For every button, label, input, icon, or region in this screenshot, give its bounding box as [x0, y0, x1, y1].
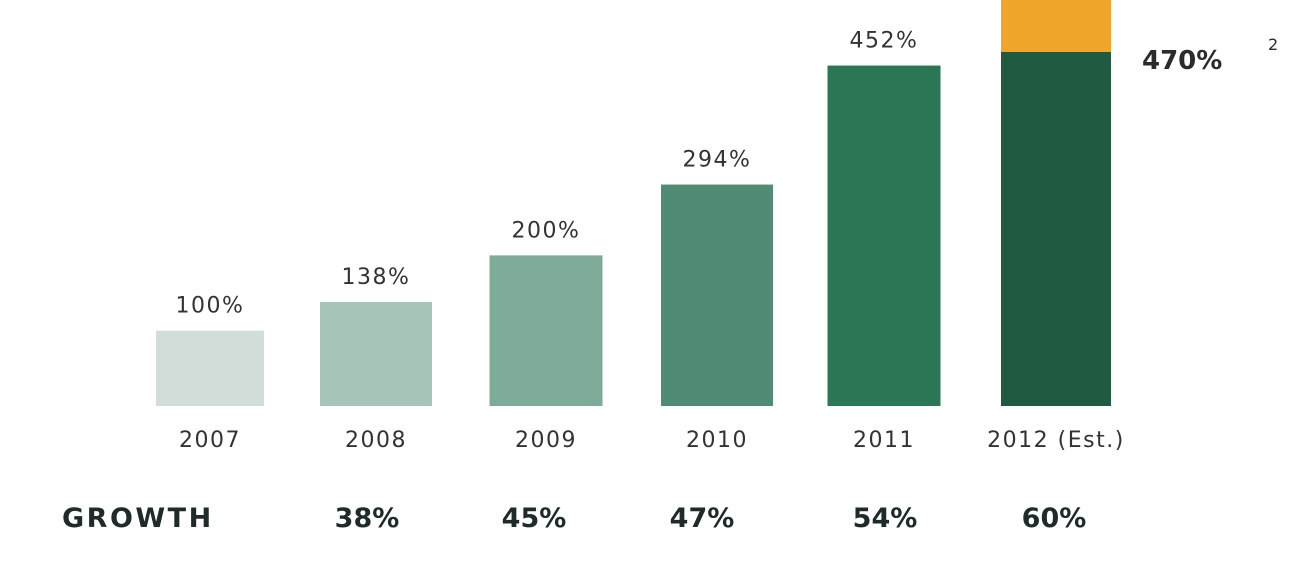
- value-label: 138%: [342, 265, 411, 290]
- category-label: 2008: [345, 428, 407, 453]
- category-label: 2009: [515, 428, 577, 453]
- growth-value: 60%: [1022, 503, 1087, 534]
- category-label: 2007: [179, 428, 241, 453]
- value-label: 100%: [176, 294, 245, 319]
- growth-value: 45%: [502, 503, 567, 534]
- bar-2008: [320, 302, 432, 406]
- bar-2010: [661, 184, 773, 406]
- category-label: 2010: [686, 428, 748, 453]
- highlight-value-label: 470%: [1142, 46, 1222, 76]
- growth-value: 54%: [853, 503, 918, 534]
- growth-value: 38%: [335, 503, 400, 534]
- value-label: 452%: [850, 29, 919, 54]
- value-label: 294%: [683, 148, 752, 173]
- bar-2009: [489, 255, 603, 406]
- bar-2012-Est: [1001, 52, 1111, 406]
- category-label: 2012 (Est.): [987, 428, 1125, 453]
- bar-2011: [827, 65, 941, 407]
- highlight-superscript: 2: [1268, 35, 1278, 54]
- bar-2012-est-extension: [1001, 0, 1111, 52]
- growth-value: 47%: [670, 503, 735, 534]
- growth-label: GROWTH: [62, 503, 214, 534]
- bar-2007: [156, 330, 264, 406]
- value-label: 200%: [512, 218, 581, 243]
- category-label: 2011: [853, 428, 915, 453]
